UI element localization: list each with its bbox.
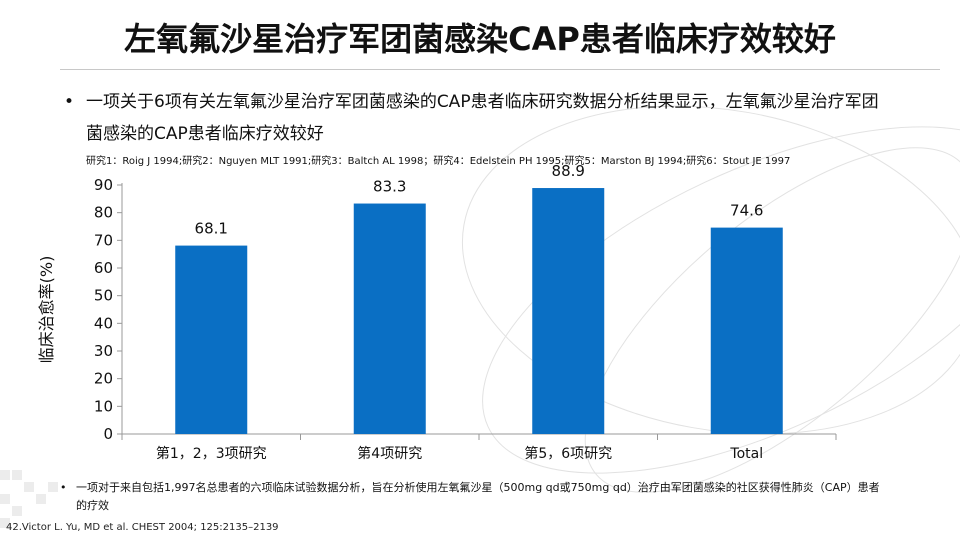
data-label: 68.1 xyxy=(195,220,228,238)
bar xyxy=(175,245,248,434)
y-tick-label: 0 xyxy=(103,425,113,443)
y-tick-label: 20 xyxy=(94,370,113,388)
studies-reference-line: 研究1：Roig J 1994;研究2：Nguyen MLT 1991;研究3：… xyxy=(86,156,791,167)
y-axis-label: 临床治愈率(%) xyxy=(37,256,56,364)
title-divider xyxy=(60,69,940,70)
y-tick-label: 50 xyxy=(94,287,113,305)
y-tick-label: 40 xyxy=(94,314,113,332)
slide-title: 左氧氟沙星治疗军团菌感染CAP患者临床疗效较好 xyxy=(124,20,836,58)
bar xyxy=(710,227,783,434)
x-tick-label: 第5，6项研究 xyxy=(524,445,612,462)
data-label: 83.3 xyxy=(373,178,406,196)
x-tick-label: 第4项研究 xyxy=(357,445,422,462)
data-label: 74.6 xyxy=(730,202,763,220)
footnote-text: 一项对于来自包括1,997名总患者的六项临床试验数据分析，旨在分析使用左氧氟沙星… xyxy=(76,481,880,512)
y-tick-label: 10 xyxy=(94,397,113,415)
bar xyxy=(353,203,426,434)
y-tick-label: 80 xyxy=(94,204,113,222)
y-tick-label: 70 xyxy=(94,231,113,249)
bar xyxy=(532,188,605,434)
footnote: • 一项对于来自包括1,997名总患者的六项临床试验数据分析，旨在分析使用左氧氟… xyxy=(60,479,880,515)
y-tick-label: 60 xyxy=(94,259,113,277)
x-tick-label: Total xyxy=(729,446,763,462)
y-tick-label: 30 xyxy=(94,342,113,360)
footnote-bullet-marker: • xyxy=(60,481,67,494)
citation: 42.Victor L. Yu, MD et al. CHEST 2004; 1… xyxy=(6,522,279,533)
data-label: 88.9 xyxy=(552,162,585,180)
x-tick-label: 第1，2，3项研究 xyxy=(156,445,267,462)
bullet-marker: • xyxy=(64,92,75,112)
main-bullet-text: 一项关于6项有关左氧氟沙星治疗军团菌感染的CAP患者临床研究数据分析结果显示，左… xyxy=(86,92,879,144)
main-bullet: • 一项关于6项有关左氧氟沙星治疗军团菌感染的CAP患者临床研究数据分析结果显示… xyxy=(64,86,884,150)
y-tick-label: 90 xyxy=(94,176,113,194)
